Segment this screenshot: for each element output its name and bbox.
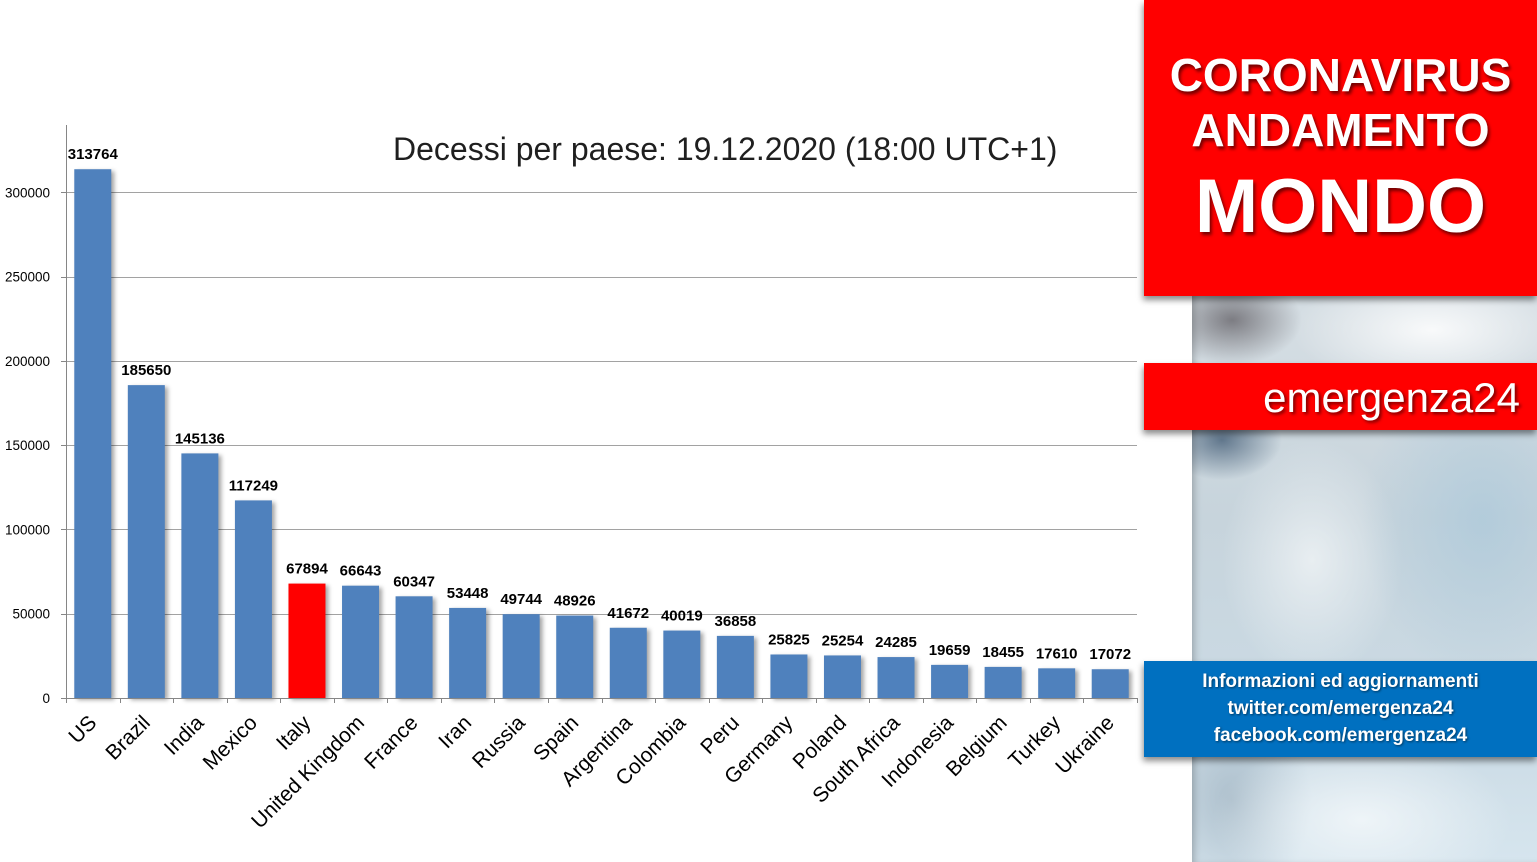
data-label-us: 313764: [68, 146, 119, 163]
bar-russia: [502, 614, 540, 698]
banner-line-andamento: ANDAMENTO: [1191, 104, 1490, 156]
x-label-iran: Iran: [434, 711, 476, 753]
bar-south-africa: [877, 657, 915, 698]
data-label-india: 145136: [175, 430, 225, 447]
bar-germany: [770, 654, 808, 698]
data-label-france: 60347: [393, 573, 435, 590]
data-label-poland: 25254: [822, 632, 864, 649]
data-label-peru: 36858: [715, 613, 757, 630]
x-label-mexico: Mexico: [199, 711, 262, 774]
data-label-italy: 67894: [286, 561, 328, 578]
data-label-germany: 25825: [768, 631, 810, 648]
data-label-united-kingdom: 66643: [340, 563, 382, 580]
bar-mexico: [234, 500, 272, 698]
bar-italy: [288, 583, 326, 698]
bar-chart: 0 50000 100000 150000 200000 250000 300000 313…: [5, 125, 1138, 833]
twitter-address: twitter.com/emergenza24: [1227, 698, 1454, 719]
bar-argentina: [609, 627, 647, 698]
x-label-us: US: [64, 711, 101, 748]
y-axis: 0 50000 100000 150000 200000 250000 300000: [5, 185, 66, 706]
y-tick-label-250000: 250000: [5, 270, 50, 285]
bar-peru: [716, 635, 754, 698]
y-tick-label-0: 0: [42, 691, 50, 706]
data-label-indonesia: 19659: [929, 642, 971, 659]
bar-france: [395, 596, 433, 698]
data-label-belgium: 18455: [982, 644, 1024, 661]
y-tick-label-200000: 200000: [5, 354, 50, 369]
x-label-brazil: Brazil: [101, 711, 154, 764]
bar-colombia: [663, 630, 701, 698]
brand-banner: emergenza24: [1144, 363, 1537, 430]
bar-ukraine: [1091, 669, 1129, 698]
bar-poland: [823, 655, 861, 698]
data-label-brazil: 185650: [121, 362, 171, 379]
brand-label: emergenza24: [1263, 374, 1520, 421]
data-label-colombia: 40019: [661, 608, 703, 625]
title-banner: CORONAVIRUS ANDAMENTO MONDO: [1144, 0, 1537, 296]
facebook-address: facebook.com/emergenza24: [1213, 725, 1468, 746]
bar-united-kingdom: [342, 585, 380, 698]
data-label-spain: 48926: [554, 593, 596, 610]
data-label-argentina: 41672: [607, 605, 649, 622]
banner-line-mondo: MONDO: [1194, 164, 1487, 249]
y-tick-label-100000: 100000: [5, 522, 50, 537]
bar-belgium: [984, 666, 1022, 698]
bar-spain: [556, 615, 594, 698]
y-tick-label-150000: 150000: [5, 438, 50, 453]
x-label-italy: Italy: [272, 711, 316, 755]
bar-india: [181, 453, 219, 698]
data-label-mexico: 117249: [229, 477, 278, 494]
y-tick-label-300000: 300000: [5, 185, 50, 200]
x-label-ukraine: Ukraine: [1051, 711, 1118, 778]
x-label-russia: Russia: [468, 711, 530, 773]
data-labels: 313764 185650 145136 117249 67894 66643 60347 5…: [68, 146, 1131, 663]
data-label-ukraine: 17072: [1089, 646, 1131, 663]
x-axis-ticks: [66, 698, 1138, 703]
banner-line-coronavirus: CORONAVIRUS: [1169, 49, 1512, 101]
data-label-russia: 49744: [500, 591, 542, 608]
x-label-india: India: [160, 711, 209, 760]
x-label-france: France: [360, 711, 422, 773]
bar-brazil: [127, 385, 165, 698]
data-label-south-africa: 24285: [875, 634, 917, 651]
data-label-iran: 53448: [447, 585, 489, 602]
data-label-turkey: 17610: [1036, 645, 1078, 662]
bar-iran: [449, 607, 487, 698]
bar-indonesia: [931, 664, 969, 698]
bar-us: [74, 169, 112, 698]
y-tick-label-50000: 50000: [12, 607, 50, 622]
chart-title: Decessi per paese: 19.12.2020 (18:00 UTC…: [393, 131, 1057, 167]
gridlines: [66, 192, 1137, 615]
bar-turkey: [1038, 668, 1076, 698]
bars: [74, 169, 1129, 698]
info-heading: Informazioni ed aggiornamenti: [1202, 671, 1479, 692]
info-box: Informazioni ed aggiornamenti twitter.co…: [1144, 661, 1537, 757]
x-label-peru: Peru: [696, 711, 744, 759]
